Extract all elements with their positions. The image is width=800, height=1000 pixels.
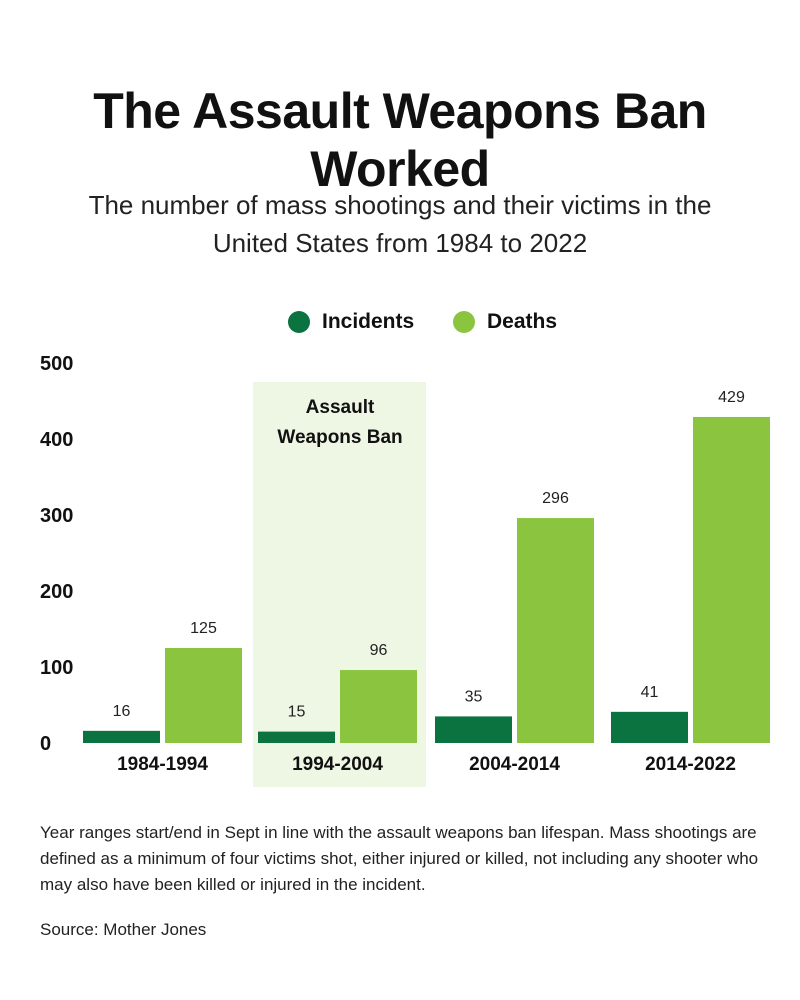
chart-subtitle: The number of mass shootings and their v… [88,190,712,258]
bar-deaths-2014-2022 [693,416,770,743]
bar-deaths-1994-2004 [340,670,417,743]
data-label-incidents: 15 [288,704,306,721]
data-label-incidents: 16 [113,703,131,720]
data-label-incidents: 41 [641,684,659,701]
x-tick-label: 2004-2014 [469,754,560,775]
bar-incidents-2004-2014 [435,716,512,743]
source-note: Source: Mother Jones [40,920,207,939]
data-label-incidents: 35 [465,688,483,705]
x-tick-label: 1984-1994 [117,754,208,775]
legend-deaths-label: Deaths [487,310,558,333]
legend-incidents: Incidents [288,310,414,334]
y-tick-label: 100 [40,657,73,679]
bar-incidents-1994-2004 [258,731,335,743]
bar-incidents-1984-1994 [83,730,160,743]
x-tick-label: 1994-2004 [292,754,383,775]
chart-title: The Assault Weapons Ban Worked [93,83,707,197]
legend-deaths-swatch [453,311,475,333]
bar-incidents-2014-2022 [611,711,688,743]
data-label-deaths: 429 [718,389,745,406]
ban-annotation-line1: Assault [306,397,375,418]
x-tick-label: 2014-2022 [645,754,736,775]
footnote: Year ranges start/end in Sept in line wi… [40,823,759,894]
legend-incidents-swatch [288,311,310,333]
y-tick-label: 200 [40,581,73,603]
y-tick-label: 500 [40,353,73,375]
bar-deaths-2004-2014 [517,518,594,743]
y-tick-label: 300 [40,505,73,527]
y-tick-label: 400 [40,429,73,451]
ban-annotation-line2: Weapons Ban [277,427,402,448]
y-tick-label: 0 [40,733,51,755]
data-label-deaths: 125 [190,620,217,637]
legend: Incidents Deaths [0,310,800,340]
bar-deaths-1984-1994 [165,648,242,743]
data-label-deaths: 96 [370,642,388,659]
bar-chart: Assault Weapons Ban 0 100 200 300 400 500 16 125 1… [40,353,770,787]
data-label-deaths: 296 [542,490,569,507]
legend-incidents-label: Incidents [322,310,415,333]
legend-deaths: Deaths [453,310,557,334]
